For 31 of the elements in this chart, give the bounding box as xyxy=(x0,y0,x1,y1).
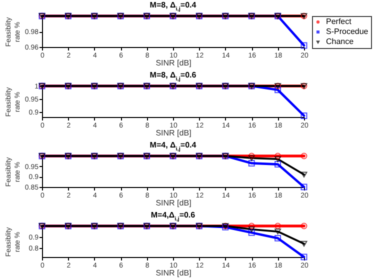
point xyxy=(248,222,255,230)
legend-label: Perfect xyxy=(326,17,352,26)
point xyxy=(274,222,282,230)
point xyxy=(300,112,308,119)
point xyxy=(300,254,308,260)
x-axis-title: SINR [dB] xyxy=(156,198,192,208)
point xyxy=(300,152,308,160)
chart-title: M=4,Δ$_{i,j}$=0.6 xyxy=(150,210,196,222)
x-axis-title: SINR [dB] xyxy=(156,58,192,68)
point xyxy=(248,229,255,236)
point xyxy=(300,222,308,230)
point xyxy=(248,152,255,160)
point xyxy=(274,228,282,234)
point xyxy=(274,152,282,160)
point xyxy=(274,156,282,162)
x-axis-title: SINR [dB] xyxy=(156,128,192,138)
point xyxy=(300,240,308,247)
chart-title: M=8, Δ$_{i,j}$=0.6 xyxy=(150,70,197,82)
point xyxy=(248,160,255,166)
point xyxy=(300,172,308,178)
point xyxy=(300,184,308,190)
point xyxy=(274,86,282,94)
x-axis-title: SINR [dB] xyxy=(156,268,192,278)
point xyxy=(248,226,255,232)
point xyxy=(274,161,282,168)
chart-title: M=8, Δ$_{i,j}$=0.4 xyxy=(150,0,197,12)
point xyxy=(248,155,255,161)
legend-label: S-Procedue xyxy=(326,27,369,36)
chart-title: M=4, Δ$_{i,j}$=0.4 xyxy=(150,140,197,152)
point xyxy=(274,234,282,242)
legend-label: Chance xyxy=(326,37,354,46)
